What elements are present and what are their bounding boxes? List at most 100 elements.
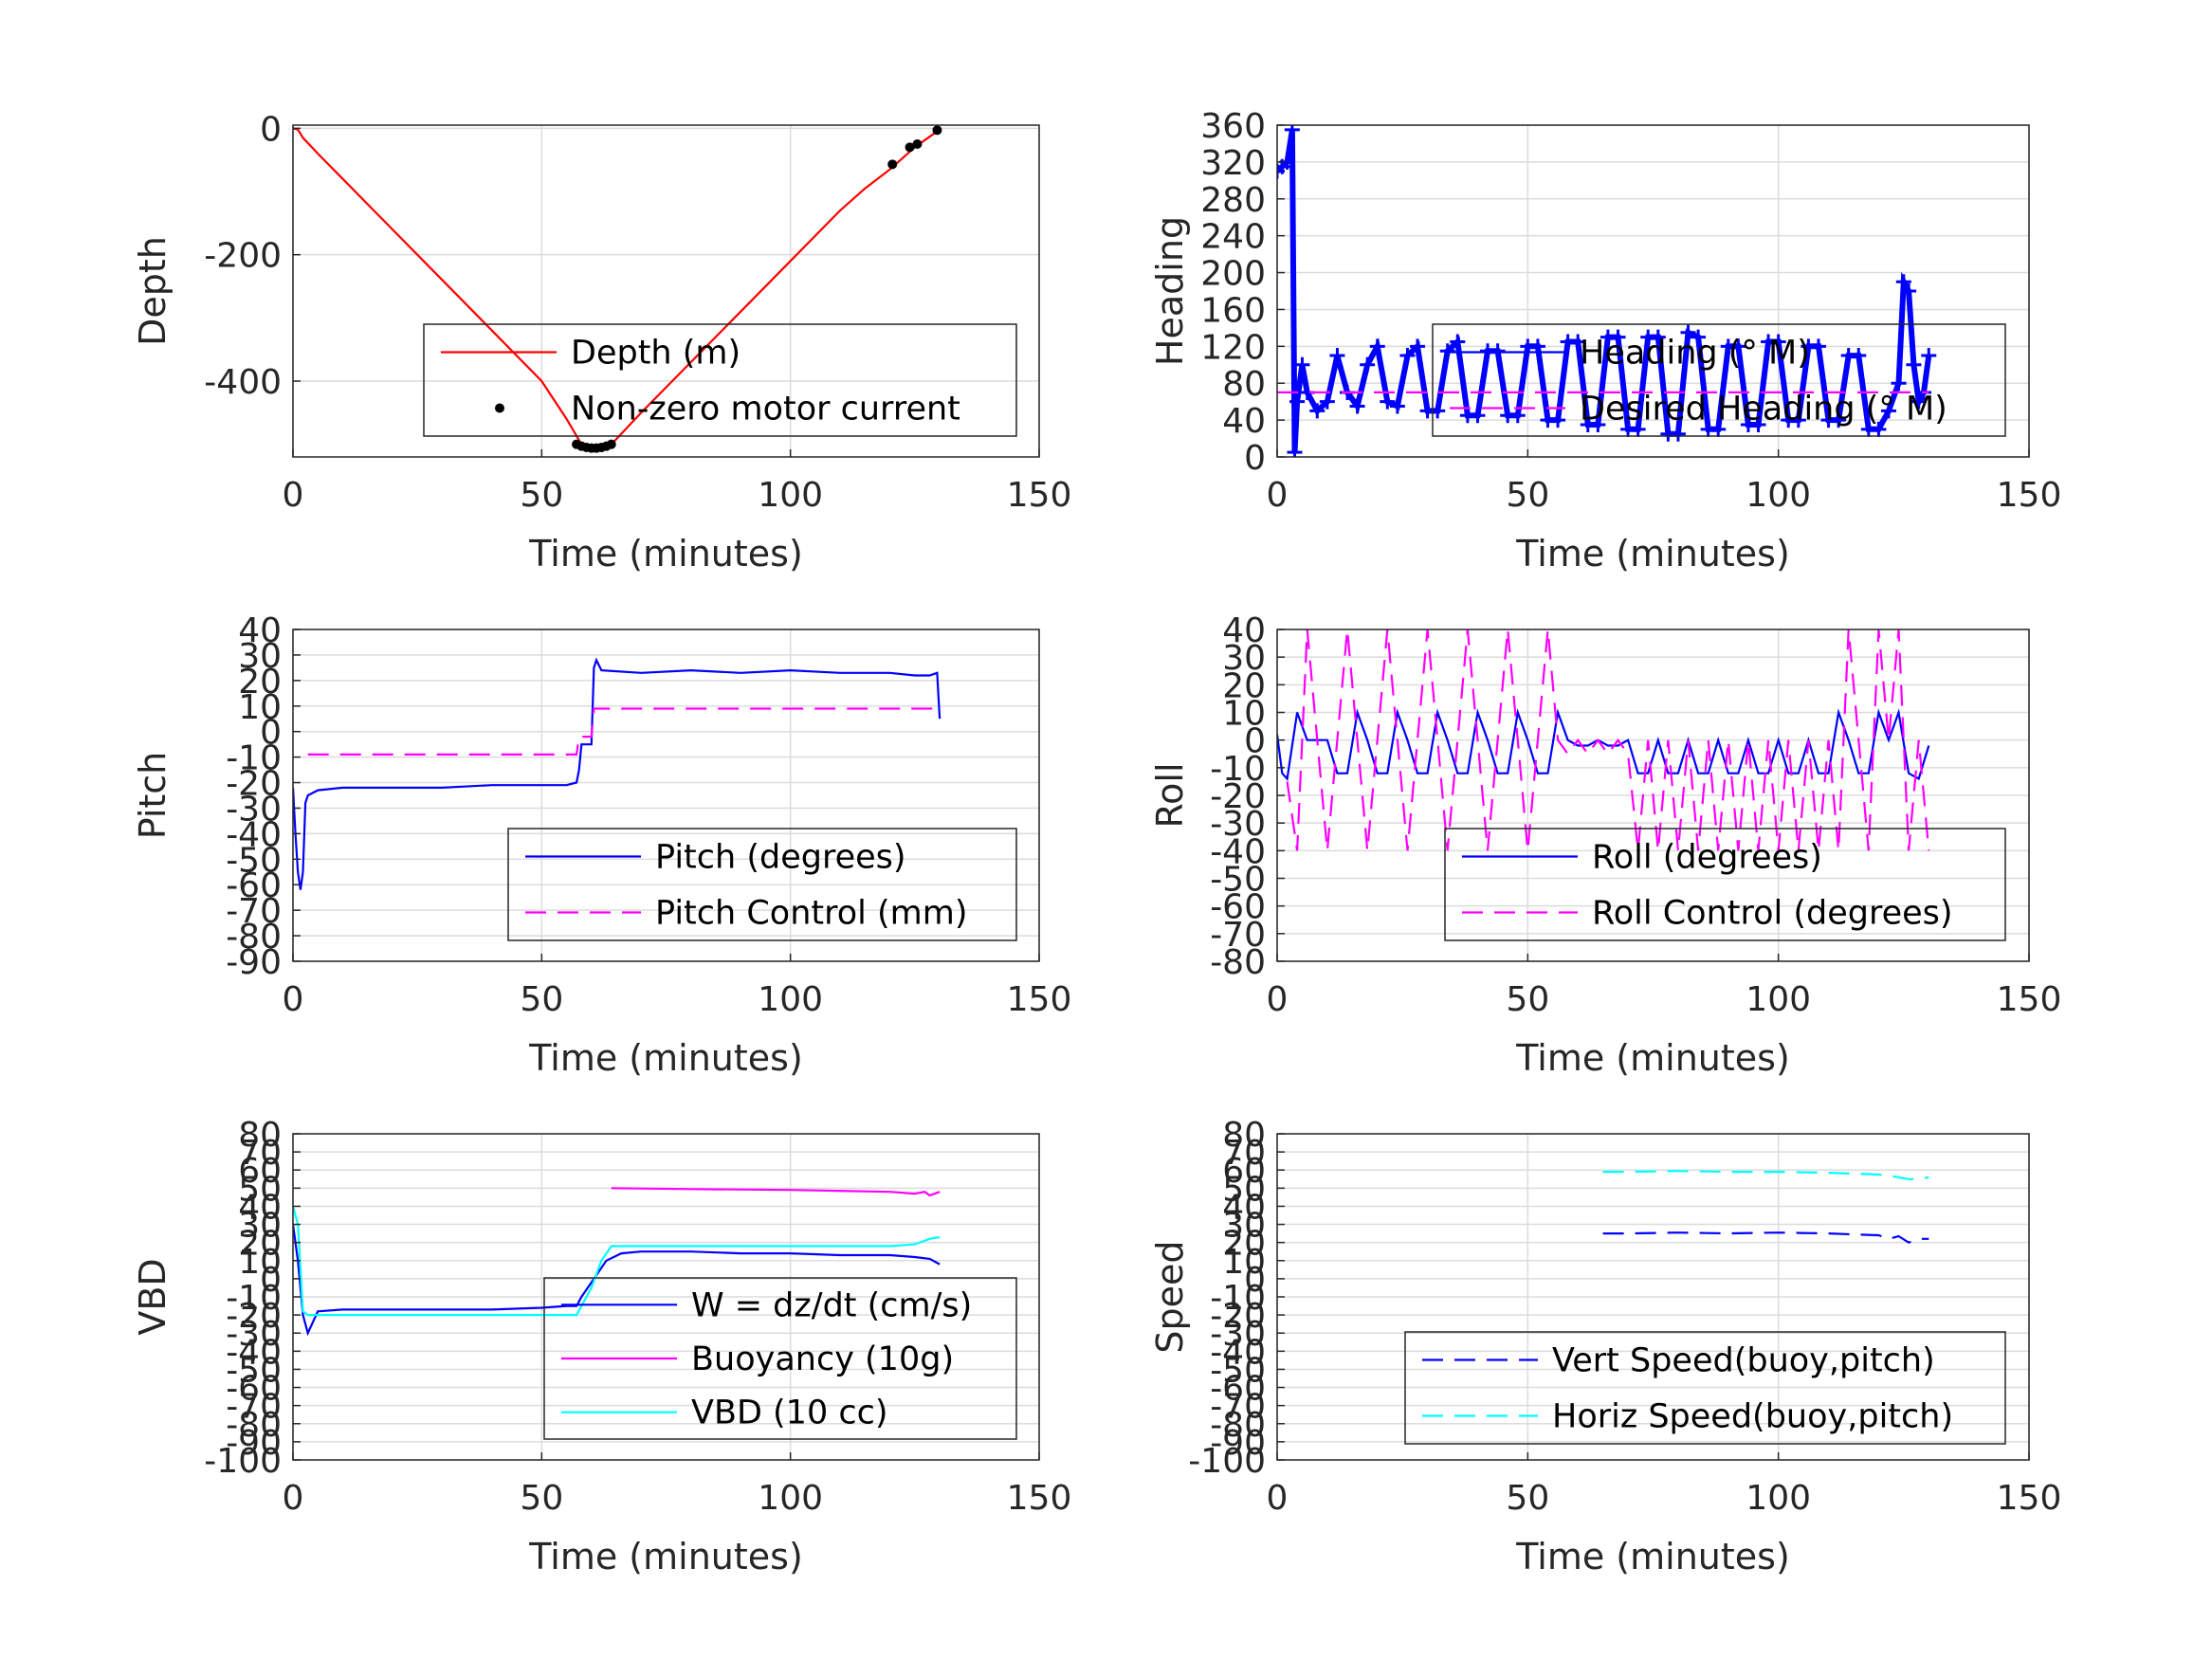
y-tick-label: 20 bbox=[238, 1225, 282, 1264]
chart-speed: 0 50 100 15080706050403020100-10-20-30-40-5… bbox=[1149, 1116, 2061, 1577]
chart-pitch: 0 50 100 150403020100-10-20-30-40-50-60-70-… bbox=[132, 611, 1071, 1079]
y-tick-label: -30 bbox=[1210, 805, 1266, 844]
x-tick-label: 50 bbox=[520, 1479, 563, 1518]
series-pitch-degrees bbox=[293, 657, 941, 890]
y-tick-label: -80 bbox=[226, 1406, 282, 1445]
legend: Roll (degrees) Roll Control (degrees) bbox=[1444, 828, 2006, 941]
data-point bbox=[1691, 329, 1707, 345]
x-axis-label: Time (minutes) bbox=[528, 1536, 803, 1577]
data-point bbox=[1369, 338, 1385, 355]
series-vert-speed-buoy-pitch bbox=[1602, 1231, 1929, 1244]
x-tick-label: 0 bbox=[283, 980, 304, 1019]
y-tick-label: 20 bbox=[1222, 666, 1266, 705]
series-buoyancy-10g bbox=[611, 1187, 941, 1197]
y-tick-label: 0 bbox=[260, 714, 282, 753]
data-point bbox=[932, 125, 942, 136]
data-point bbox=[1880, 403, 1896, 419]
legend: Heading (° M) Desired Heading (° M) bbox=[1432, 323, 2006, 437]
plot-area bbox=[293, 125, 1039, 457]
y-tick-label: 30 bbox=[238, 1207, 282, 1246]
legend: W = dz/dt (cm/s) Buoyancy (10g) VBD (10 cc… bbox=[543, 1277, 1017, 1440]
y-tick-label: 40 bbox=[238, 1188, 282, 1227]
data-point bbox=[1570, 334, 1586, 350]
x-tick-label: 100 bbox=[758, 1479, 823, 1518]
legend: Depth (m) Non-zero motor current bbox=[423, 323, 1017, 437]
data-point bbox=[1730, 338, 1746, 355]
y-tick-label: 80 bbox=[1222, 365, 1266, 404]
x-tick-label: 100 bbox=[1746, 476, 1811, 515]
y-tick-label: 40 bbox=[1222, 1188, 1266, 1227]
y-tick-label: 60 bbox=[1222, 1152, 1266, 1191]
series-group bbox=[1277, 125, 1937, 457]
x-tick-label: 50 bbox=[1506, 476, 1549, 515]
series-horiz-speed-buoy-pitch bbox=[1602, 1170, 1929, 1180]
x-tick-label: 0 bbox=[1267, 980, 1289, 1019]
y-tick-label: 20 bbox=[238, 663, 282, 702]
data-point bbox=[1294, 356, 1310, 373]
data-point bbox=[1590, 416, 1606, 432]
data-point bbox=[606, 439, 616, 449]
data-point bbox=[1329, 348, 1345, 364]
data-point bbox=[1490, 343, 1506, 359]
y-tick-label: 30 bbox=[238, 637, 282, 676]
data-point bbox=[1289, 393, 1306, 410]
data-point bbox=[1891, 375, 1907, 392]
legend: Pitch (degrees) Pitch Control (mm) bbox=[507, 828, 1017, 941]
data-point bbox=[1550, 412, 1566, 428]
data-point bbox=[1895, 274, 1911, 290]
y-tick-label: 10 bbox=[238, 688, 282, 727]
y-tick-label: -70 bbox=[1210, 1388, 1266, 1427]
y-tick-label: 30 bbox=[1222, 1207, 1266, 1246]
series-group bbox=[293, 125, 942, 453]
data-point bbox=[1831, 412, 1847, 428]
legend-label: Pitch Control (mm) bbox=[655, 895, 967, 933]
y-tick-label: -10 bbox=[226, 1279, 282, 1318]
chart-roll: 0 50 100 150403020100-10-20-30-40-50-60-70-… bbox=[1149, 611, 2061, 1079]
y-tick-label: 60 bbox=[238, 1152, 282, 1191]
y-tick-label: -40 bbox=[226, 815, 282, 854]
data-point bbox=[1680, 324, 1696, 340]
series-vbd-10-cc bbox=[293, 1206, 941, 1317]
y-tick-label: 360 bbox=[1200, 107, 1266, 146]
data-point bbox=[1349, 398, 1365, 414]
data-point bbox=[1309, 403, 1325, 419]
x-tick-label: 0 bbox=[283, 476, 304, 515]
x-tick-label: 150 bbox=[1997, 1479, 2062, 1518]
data-point bbox=[1284, 125, 1300, 137]
y-tick-label: -50 bbox=[226, 1351, 282, 1390]
data-point bbox=[1901, 283, 1917, 299]
y-axis-label: Roll bbox=[1149, 762, 1191, 828]
y-tick-label: 160 bbox=[1200, 291, 1266, 330]
y-tick-label: -20 bbox=[1210, 1297, 1266, 1336]
y-tick-label: -10 bbox=[1210, 1279, 1266, 1318]
x-tick-label: 50 bbox=[1506, 980, 1549, 1019]
y-tick-label: 10 bbox=[238, 1243, 282, 1282]
legend-box bbox=[423, 323, 1017, 437]
y-tick-label: -40 bbox=[226, 1333, 282, 1372]
data-point bbox=[1360, 356, 1376, 373]
y-tick-label: -70 bbox=[226, 892, 282, 931]
y-tick-label: -200 bbox=[204, 237, 282, 276]
data-point bbox=[1399, 348, 1416, 364]
data-point bbox=[1710, 421, 1727, 437]
y-tick-label: -70 bbox=[226, 1388, 282, 1427]
data-point bbox=[1610, 329, 1626, 345]
series-group bbox=[293, 1187, 941, 1337]
x-tick-label: 0 bbox=[1267, 1479, 1289, 1518]
y-tick-label: -100 bbox=[204, 1442, 282, 1481]
y-tick-label: -20 bbox=[1210, 777, 1266, 816]
y-tick-label: 50 bbox=[1222, 1170, 1266, 1209]
data-point bbox=[1650, 329, 1666, 345]
y-tick-label: 40 bbox=[1222, 402, 1266, 441]
legend-label: Pitch (degrees) bbox=[655, 839, 906, 877]
y-tick-label: 80 bbox=[1222, 1116, 1266, 1155]
y-tick-label: 40 bbox=[1222, 611, 1266, 650]
data-point bbox=[1319, 393, 1335, 410]
y-tick-label: 30 bbox=[1222, 639, 1266, 678]
y-tick-label: -40 bbox=[1210, 832, 1266, 871]
y-tick-label: -60 bbox=[1210, 1370, 1266, 1409]
legend-label: Roll Control (degrees) bbox=[1592, 895, 1953, 933]
y-tick-label: 0 bbox=[260, 1261, 282, 1300]
y-tick-label: -400 bbox=[204, 363, 282, 402]
